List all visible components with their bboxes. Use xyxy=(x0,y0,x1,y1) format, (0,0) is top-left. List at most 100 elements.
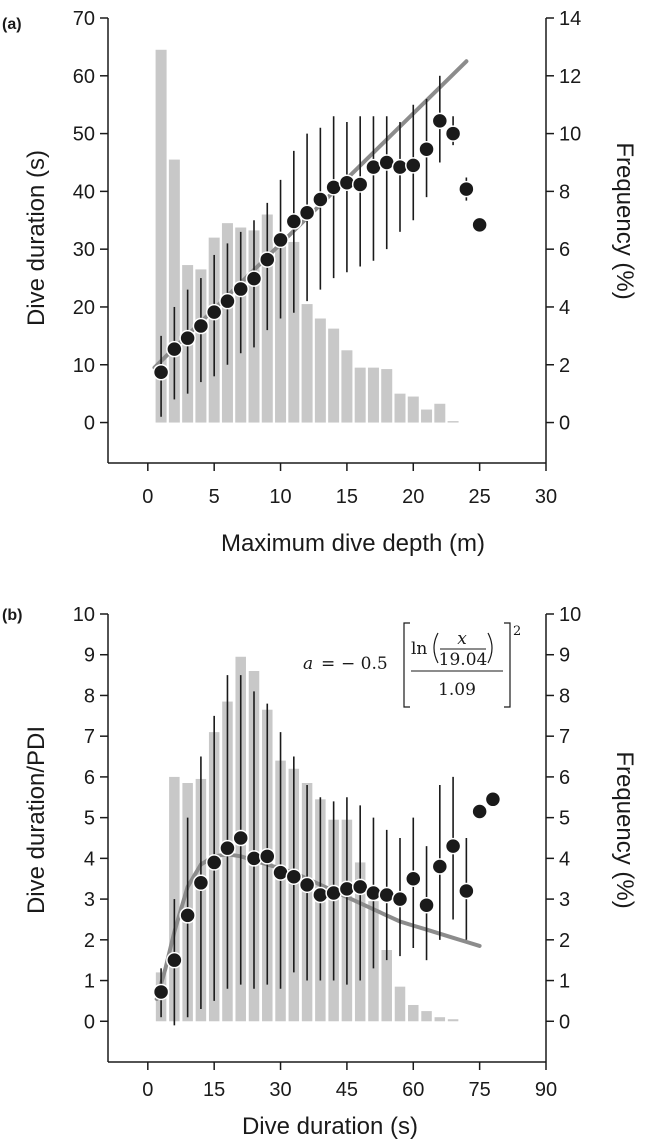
panel-a-bar xyxy=(367,367,379,423)
panel-b-bar xyxy=(447,1019,459,1022)
panel-a-bar xyxy=(301,304,313,423)
panel-b-data-point xyxy=(312,886,329,904)
panel-b-label: (b) xyxy=(2,607,22,624)
equation-coefficient: − 0.5 xyxy=(341,654,388,674)
panel-b-x-tick-label: 0 xyxy=(142,1079,153,1101)
panel-a-label: (a) xyxy=(2,16,22,33)
panel-a-y2-tick-label: 14 xyxy=(559,8,581,30)
panel-b-data-point xyxy=(365,884,382,902)
panel-b-data-point xyxy=(444,837,462,855)
panel-b-y2-axis-label: Frequency (%) xyxy=(611,751,638,908)
panel-a-bar xyxy=(394,393,406,423)
panel-a-data-point xyxy=(431,112,449,130)
panel-b-bar xyxy=(421,1011,432,1022)
panel-a-data-point xyxy=(166,340,183,358)
equation-left-paren xyxy=(433,632,439,664)
panel-b-bar xyxy=(394,986,406,1022)
equation-lhs: a xyxy=(303,654,313,674)
panel-b-data-point xyxy=(259,848,276,865)
panel-a-data-point xyxy=(405,157,422,174)
panel-b-y2-tick-label: 5 xyxy=(559,808,570,830)
panel-b-data-point xyxy=(232,829,249,847)
panel-a-data-point xyxy=(312,191,329,208)
fit-equation: a = − 0.5 ln x 19.04 1.09 2 xyxy=(303,622,521,708)
panel-a-x-tick-label: 30 xyxy=(535,486,557,508)
panel-a-data-point xyxy=(179,329,196,347)
panel-b-data-point xyxy=(484,791,502,808)
panel-a-y2-tick-label: 8 xyxy=(559,181,570,203)
panel-b-y-axis-label: Dive duration/PDI xyxy=(23,726,50,914)
panel-a-data-point xyxy=(259,251,276,268)
panel-a-bar xyxy=(354,367,366,423)
panel-a-x-tick-label: 20 xyxy=(402,486,424,508)
panel-b-y2-tick-label: 8 xyxy=(559,685,570,707)
panel-b-y2-tick-label: 2 xyxy=(559,930,570,952)
panel-b-x-axis-label: Dive duration (s) xyxy=(242,1113,418,1140)
panel-a-bar xyxy=(447,421,459,423)
panel-b-x-tick-label: 60 xyxy=(402,1079,424,1101)
panel-a-y-tick-label: 50 xyxy=(73,124,95,146)
panel-a-y2-tick-label: 10 xyxy=(559,124,581,146)
panel-b-data-point xyxy=(418,896,435,914)
panel-b-x-tick-label: 30 xyxy=(269,1079,291,1101)
panel-a-bar xyxy=(421,409,433,423)
panel-b-chart: (b) 0 15 30 45 60 75 9001234567891001234567891… xyxy=(2,604,638,1140)
panel-b-data-point xyxy=(298,876,316,894)
panel-a-bar xyxy=(275,236,287,423)
equation-right-paren xyxy=(487,632,493,664)
panel-a-y-tick-label: 60 xyxy=(73,66,95,88)
panel-b-data-point xyxy=(179,907,196,924)
panel-b-x-tick-label: 90 xyxy=(535,1079,557,1101)
panel-b-y-tick-label: 7 xyxy=(84,726,95,748)
panel-b-y2-tick-label: 6 xyxy=(559,767,570,789)
panel-a-data-point xyxy=(418,140,435,158)
panel-b-x-tick-label: 75 xyxy=(469,1079,491,1101)
panel-b-y-tick-label: 6 xyxy=(84,767,95,789)
panel-b-data-point xyxy=(391,890,409,908)
panel-b-data-point xyxy=(405,870,422,887)
panel-a-y-axis-label: Dive duration (s) xyxy=(23,150,50,326)
panel-b-y2-tick-label: 4 xyxy=(559,848,570,870)
panel-b-data-point xyxy=(245,850,263,867)
panel-a-y2-tick-label: 0 xyxy=(559,413,570,435)
panel-b-data-point xyxy=(338,880,356,898)
panel-b-y-tick-label: 9 xyxy=(84,645,95,667)
panel-b-data-point xyxy=(152,983,170,1001)
panel-a-y2-tick-label: 6 xyxy=(559,239,570,261)
panel-a-y-tick-label: 70 xyxy=(73,8,95,30)
equation-numerator: x xyxy=(457,629,467,649)
panel-a-data-point xyxy=(272,231,289,249)
panel-a-x-tick-label: 15 xyxy=(336,486,358,508)
panel-b-data-point xyxy=(166,951,183,969)
equation-denominator: 1.09 xyxy=(438,680,476,700)
panel-a-bar xyxy=(288,241,300,423)
panel-b-y-tick-label: 2 xyxy=(84,930,95,952)
panel-b-y2-tick-label: 3 xyxy=(559,889,570,911)
panel-a-y-tick-label: 10 xyxy=(73,355,95,377)
panel-a-bar xyxy=(434,403,446,423)
panel-a-data-point xyxy=(152,364,170,381)
panel-a-y-tick-label: 0 xyxy=(84,413,95,435)
panel-a-data-point xyxy=(219,292,236,310)
panel-a-y2-tick-label: 12 xyxy=(559,66,581,88)
panel-a-y2-axis-label: Frequency (%) xyxy=(611,142,638,299)
panel-b-data-point xyxy=(471,803,488,820)
panel-b-y-tick-label: 0 xyxy=(84,1011,95,1033)
panel-b-y-tick-label: 5 xyxy=(84,808,95,830)
panel-a-data-point xyxy=(285,213,303,230)
panel-a-bar xyxy=(314,318,326,423)
panel-a-bar xyxy=(168,159,180,423)
panel-a-bar xyxy=(407,396,419,423)
panel-a-x-tick-label: 10 xyxy=(269,486,291,508)
panel-b-data-point xyxy=(219,839,236,857)
panel-a-data-point xyxy=(192,317,210,335)
panel-b-y2-tick-label: 7 xyxy=(559,726,570,748)
equation-inner-denominator: 19.04 xyxy=(439,650,488,670)
panel-a-y2-tick-label: 2 xyxy=(559,355,570,377)
panel-b-y2-tick-label: 0 xyxy=(559,1011,570,1033)
panel-b-y-tick-label: 4 xyxy=(84,848,95,870)
panel-b-y-tick-label: 8 xyxy=(84,685,95,707)
panel-b-bar xyxy=(408,1004,419,1022)
panel-a-data-point xyxy=(232,280,249,298)
panel-b-data-point xyxy=(192,874,210,892)
